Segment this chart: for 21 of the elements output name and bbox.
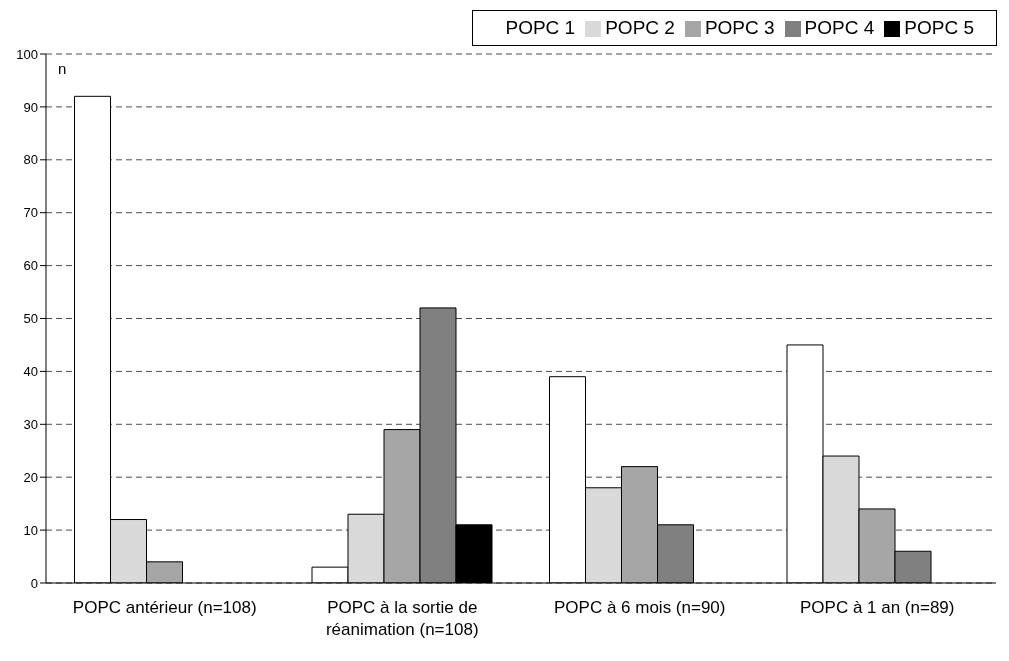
y-tick-label: 70 xyxy=(23,205,38,221)
legend-label: POPC 2 xyxy=(605,17,675,38)
y-tick-label: 30 xyxy=(23,416,38,432)
y-tick-label: 0 xyxy=(30,575,38,591)
text: POPC 1 xyxy=(505,17,576,38)
y-tick-label: 60 xyxy=(23,258,38,274)
y-tick-label: 40 xyxy=(23,364,38,380)
y-tick-label: 10 xyxy=(23,522,38,538)
x-tick-label: POPC à 1 an (n=89) xyxy=(799,598,955,617)
y-tick-label: 100 xyxy=(16,46,38,62)
y-tick-label: 90 xyxy=(23,99,38,115)
y-axis-title: n xyxy=(58,60,67,77)
x-tick-label: POPC à 6 mois (n=90) xyxy=(554,598,726,617)
x-tick-label: POPC antérieur (n=108) xyxy=(72,598,257,617)
legend-label: POPC 5 xyxy=(904,17,974,38)
y-tick-label: 50 xyxy=(23,311,38,327)
legend-label: POPC 3 xyxy=(704,17,775,38)
y-tick-label: 20 xyxy=(23,469,38,485)
legend-label: POPC 4 xyxy=(804,17,875,38)
y-tick-label: 80 xyxy=(23,152,38,168)
x-tick-label: POPC à la sortie de réanimation (n=108) xyxy=(325,598,479,639)
